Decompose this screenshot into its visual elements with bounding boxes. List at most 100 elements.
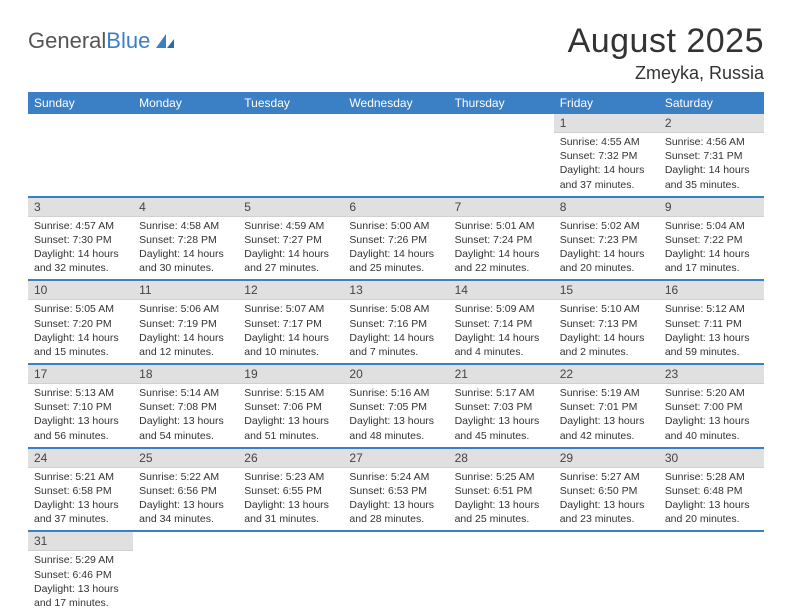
day-content: Sunrise: 5:23 AMSunset: 6:55 PMDaylight:…: [238, 468, 343, 531]
calendar-cell: 7Sunrise: 5:01 AMSunset: 7:24 PMDaylight…: [449, 197, 554, 281]
calendar-cell: [238, 114, 343, 197]
calendar-cell: 1Sunrise: 4:55 AMSunset: 7:32 PMDaylight…: [554, 114, 659, 197]
day-header: Wednesday: [343, 92, 448, 114]
sunset-line: Sunset: 6:55 PM: [244, 484, 337, 498]
logo-text-1: General: [28, 28, 106, 54]
sunrise-line: Sunrise: 5:14 AM: [139, 386, 232, 400]
daylight-line: Daylight: 14 hours and 12 minutes.: [139, 331, 232, 359]
sunrise-line: Sunrise: 5:17 AM: [455, 386, 548, 400]
calendar-cell: [449, 531, 554, 614]
sunset-line: Sunset: 7:06 PM: [244, 400, 337, 414]
daylight-line: Daylight: 13 hours and 42 minutes.: [560, 414, 653, 442]
daylight-line: Daylight: 14 hours and 17 minutes.: [665, 247, 758, 275]
calendar-cell: [659, 531, 764, 614]
sunrise-line: Sunrise: 5:15 AM: [244, 386, 337, 400]
calendar-cell: 20Sunrise: 5:16 AMSunset: 7:05 PMDayligh…: [343, 364, 448, 448]
sunset-line: Sunset: 7:26 PM: [349, 233, 442, 247]
day-content: Sunrise: 5:14 AMSunset: 7:08 PMDaylight:…: [133, 384, 238, 447]
calendar-week-row: 17Sunrise: 5:13 AMSunset: 7:10 PMDayligh…: [28, 364, 764, 448]
sunset-line: Sunset: 7:08 PM: [139, 400, 232, 414]
sunset-line: Sunset: 7:32 PM: [560, 149, 653, 163]
sunset-line: Sunset: 6:48 PM: [665, 484, 758, 498]
calendar-week-row: 10Sunrise: 5:05 AMSunset: 7:20 PMDayligh…: [28, 280, 764, 364]
day-number: 18: [133, 365, 238, 384]
day-number: 3: [28, 198, 133, 217]
sunrise-line: Sunrise: 5:00 AM: [349, 219, 442, 233]
sunset-line: Sunset: 7:30 PM: [34, 233, 127, 247]
day-number: 19: [238, 365, 343, 384]
calendar-week-row: 3Sunrise: 4:57 AMSunset: 7:30 PMDaylight…: [28, 197, 764, 281]
day-content: Sunrise: 5:15 AMSunset: 7:06 PMDaylight:…: [238, 384, 343, 447]
sunset-line: Sunset: 6:46 PM: [34, 568, 127, 582]
day-content: Sunrise: 4:58 AMSunset: 7:28 PMDaylight:…: [133, 217, 238, 280]
daylight-line: Daylight: 13 hours and 48 minutes.: [349, 414, 442, 442]
calendar-cell: 12Sunrise: 5:07 AMSunset: 7:17 PMDayligh…: [238, 280, 343, 364]
calendar-cell: 28Sunrise: 5:25 AMSunset: 6:51 PMDayligh…: [449, 448, 554, 532]
sunset-line: Sunset: 7:03 PM: [455, 400, 548, 414]
day-header: Thursday: [449, 92, 554, 114]
calendar-cell: [133, 531, 238, 614]
calendar-cell: 27Sunrise: 5:24 AMSunset: 6:53 PMDayligh…: [343, 448, 448, 532]
daylight-line: Daylight: 13 hours and 25 minutes.: [455, 498, 548, 526]
day-content: Sunrise: 5:21 AMSunset: 6:58 PMDaylight:…: [28, 468, 133, 531]
sunset-line: Sunset: 7:20 PM: [34, 317, 127, 331]
day-content: Sunrise: 5:09 AMSunset: 7:14 PMDaylight:…: [449, 300, 554, 363]
day-content: Sunrise: 5:00 AMSunset: 7:26 PMDaylight:…: [343, 217, 448, 280]
day-number: 15: [554, 281, 659, 300]
day-content: Sunrise: 5:27 AMSunset: 6:50 PMDaylight:…: [554, 468, 659, 531]
calendar-cell: [449, 114, 554, 197]
day-number: 14: [449, 281, 554, 300]
day-content: Sunrise: 5:08 AMSunset: 7:16 PMDaylight:…: [343, 300, 448, 363]
daylight-line: Daylight: 13 hours and 34 minutes.: [139, 498, 232, 526]
location: Zmeyka, Russia: [568, 63, 764, 84]
daylight-line: Daylight: 14 hours and 2 minutes.: [560, 331, 653, 359]
daylight-line: Daylight: 14 hours and 35 minutes.: [665, 163, 758, 191]
sunrise-line: Sunrise: 5:09 AM: [455, 302, 548, 316]
sunset-line: Sunset: 7:19 PM: [139, 317, 232, 331]
title-block: August 2025 Zmeyka, Russia: [568, 22, 764, 84]
sunset-line: Sunset: 7:10 PM: [34, 400, 127, 414]
sunset-line: Sunset: 7:01 PM: [560, 400, 653, 414]
sunset-line: Sunset: 6:51 PM: [455, 484, 548, 498]
calendar-cell: 18Sunrise: 5:14 AMSunset: 7:08 PMDayligh…: [133, 364, 238, 448]
day-content: Sunrise: 5:12 AMSunset: 7:11 PMDaylight:…: [659, 300, 764, 363]
sunrise-line: Sunrise: 5:08 AM: [349, 302, 442, 316]
sunset-line: Sunset: 7:16 PM: [349, 317, 442, 331]
logo: GeneralBlue: [28, 22, 176, 54]
calendar-cell: 14Sunrise: 5:09 AMSunset: 7:14 PMDayligh…: [449, 280, 554, 364]
day-header: Saturday: [659, 92, 764, 114]
calendar-cell: 15Sunrise: 5:10 AMSunset: 7:13 PMDayligh…: [554, 280, 659, 364]
daylight-line: Daylight: 14 hours and 30 minutes.: [139, 247, 232, 275]
sunrise-line: Sunrise: 5:01 AM: [455, 219, 548, 233]
calendar-cell: 31Sunrise: 5:29 AMSunset: 6:46 PMDayligh…: [28, 531, 133, 614]
calendar-cell: [343, 531, 448, 614]
day-content: Sunrise: 5:17 AMSunset: 7:03 PMDaylight:…: [449, 384, 554, 447]
calendar-cell: 11Sunrise: 5:06 AMSunset: 7:19 PMDayligh…: [133, 280, 238, 364]
calendar-cell: [238, 531, 343, 614]
day-number: 25: [133, 449, 238, 468]
calendar-cell: [554, 531, 659, 614]
calendar-cell: 24Sunrise: 5:21 AMSunset: 6:58 PMDayligh…: [28, 448, 133, 532]
sunset-line: Sunset: 6:50 PM: [560, 484, 653, 498]
day-number: 27: [343, 449, 448, 468]
day-number: 7: [449, 198, 554, 217]
day-content: Sunrise: 5:04 AMSunset: 7:22 PMDaylight:…: [659, 217, 764, 280]
sunset-line: Sunset: 7:11 PM: [665, 317, 758, 331]
day-content: Sunrise: 4:57 AMSunset: 7:30 PMDaylight:…: [28, 217, 133, 280]
sunrise-line: Sunrise: 5:25 AM: [455, 470, 548, 484]
daylight-line: Daylight: 14 hours and 7 minutes.: [349, 331, 442, 359]
calendar-week-row: 31Sunrise: 5:29 AMSunset: 6:46 PMDayligh…: [28, 531, 764, 614]
calendar-cell: 3Sunrise: 4:57 AMSunset: 7:30 PMDaylight…: [28, 197, 133, 281]
calendar-cell: 21Sunrise: 5:17 AMSunset: 7:03 PMDayligh…: [449, 364, 554, 448]
day-content: Sunrise: 4:56 AMSunset: 7:31 PMDaylight:…: [659, 133, 764, 196]
daylight-line: Daylight: 13 hours and 37 minutes.: [34, 498, 127, 526]
daylight-line: Daylight: 13 hours and 23 minutes.: [560, 498, 653, 526]
day-number: 22: [554, 365, 659, 384]
sunrise-line: Sunrise: 5:21 AM: [34, 470, 127, 484]
day-content: Sunrise: 5:16 AMSunset: 7:05 PMDaylight:…: [343, 384, 448, 447]
sunset-line: Sunset: 7:31 PM: [665, 149, 758, 163]
daylight-line: Daylight: 13 hours and 31 minutes.: [244, 498, 337, 526]
calendar-cell: 9Sunrise: 5:04 AMSunset: 7:22 PMDaylight…: [659, 197, 764, 281]
sunset-line: Sunset: 6:56 PM: [139, 484, 232, 498]
day-content: Sunrise: 5:02 AMSunset: 7:23 PMDaylight:…: [554, 217, 659, 280]
